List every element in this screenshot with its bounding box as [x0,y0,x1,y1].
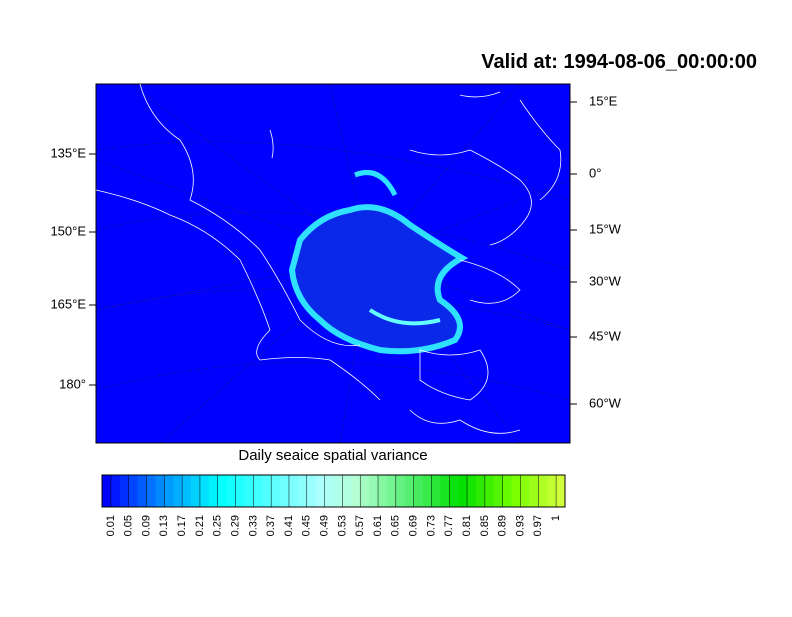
colorbar-box [137,475,147,507]
sea-ice [288,170,469,355]
colorbar-label: 0.21 [194,515,206,536]
title: Valid at: 1994-08-06_00:00:00 [481,51,757,73]
colorbar-label: 0.17 [176,515,188,536]
colorbar-box [520,475,530,507]
colorbar-box [208,475,219,507]
colorbar-label: 0.09 [140,515,152,536]
colorbar-box [128,475,138,507]
colorbar-box [475,475,486,507]
colorbar-label: 0.57 [354,515,366,536]
colorbar-box [217,475,227,507]
colorbar-box [271,475,281,507]
colorbar-box [173,475,183,507]
colorbar-label: 0.85 [479,515,491,536]
colorbar-label: 0.93 [514,515,526,536]
colorbar-box [315,475,325,507]
right-lon-label: 15°W [589,221,622,236]
colorbar-box [324,475,334,507]
colorbar-box [351,475,361,507]
colorbar-box [386,475,397,507]
colorbar-box [431,475,441,507]
colorbar-label: 0.49 [319,515,331,536]
colorbar-box [413,475,423,507]
colorbar-box [102,475,112,507]
colorbar-label: 0.53 [336,515,348,536]
colorbar-label: 0.77 [443,515,455,536]
right-lon-label: 30°W [589,273,622,288]
colorbar-box [297,475,308,507]
colorbar-title: Daily seaice spatial variance [238,447,427,464]
colorbar-label: 0.97 [532,515,544,536]
left-lon-label: 135°E [50,145,86,160]
colorbar-label: 1 [550,515,562,521]
colorbar: 0.01 0.05 0.09 0.13 0.17 0.21 0.25 0.29 0.33 0.37… [101,474,566,536]
right-lon-label: 0° [589,165,601,180]
colorbar-box [262,475,272,507]
colorbar-box [422,475,432,507]
colorbar-box [369,475,379,507]
colorbar-label: 0.61 [372,515,384,536]
map [95,83,571,444]
colorbar-box [333,475,343,507]
colorbar-label: 0.73 [425,515,437,536]
colorbar-box [288,475,299,507]
colorbar-box [502,475,512,507]
colorbar-box [404,475,414,507]
colorbar-box [119,475,130,507]
left-lon-label: 180° [59,376,86,391]
colorbar-label: 0.05 [123,515,135,536]
colorbar-box [342,475,352,507]
colorbar-box [378,475,388,507]
colorbar-box [360,475,370,507]
colorbar-box [244,475,254,507]
colorbar-label: 0.65 [390,515,402,536]
colorbar-box [199,475,210,507]
colorbar-box [538,475,548,507]
colorbar-box [449,475,459,507]
colorbar-box [440,475,450,507]
colorbar-box [110,475,121,507]
right-lon-label: 45°W [589,328,622,343]
colorbar-label: 0.41 [283,515,295,536]
colorbar-box [182,475,192,507]
colorbar-box [191,475,201,507]
colorbar-label: 0.69 [408,515,420,536]
colorbar-box [467,475,477,507]
colorbar-box [226,475,236,507]
left-lon-label: 150°E [50,223,86,238]
right-lon-label: 60°W [589,395,622,410]
colorbar-box [484,475,495,507]
colorbar-box [306,475,316,507]
colorbar-label: 0.37 [265,515,277,536]
colorbar-label: 0.29 [229,515,241,536]
colorbar-box [146,475,156,507]
coastlines [95,83,562,434]
colorbar-box [395,475,406,507]
colorbar-box [511,475,521,507]
longitude-labels: 135°E 150°E 165°E 180° 15°E 0° 15°W 30°W 45°W 60°… [50,93,621,410]
colorbar-label: 0.45 [301,515,313,536]
colorbar-box [235,475,245,507]
colorbar-box [529,475,539,507]
colorbar-box [253,475,263,507]
colorbar-label: 0.89 [497,515,509,536]
colorbar-box [547,475,557,507]
colorbar-label: 0.25 [212,515,224,536]
colorbar-box [458,475,468,507]
colorbar-label: 0.33 [247,515,259,536]
colorbar-box [493,475,503,507]
colorbar-label: 0.01 [105,515,117,536]
colorbar-box [164,475,174,507]
colorbar-frame [101,474,566,508]
colorbar-box [280,475,290,507]
colorbar-box [556,475,566,507]
colorbar-label: 0.81 [461,515,473,536]
colorbar-label: 0.13 [158,515,170,536]
right-lon-label: 15°E [589,93,618,108]
colorbar-box [155,475,165,507]
left-lon-label: 165°E [50,296,86,311]
